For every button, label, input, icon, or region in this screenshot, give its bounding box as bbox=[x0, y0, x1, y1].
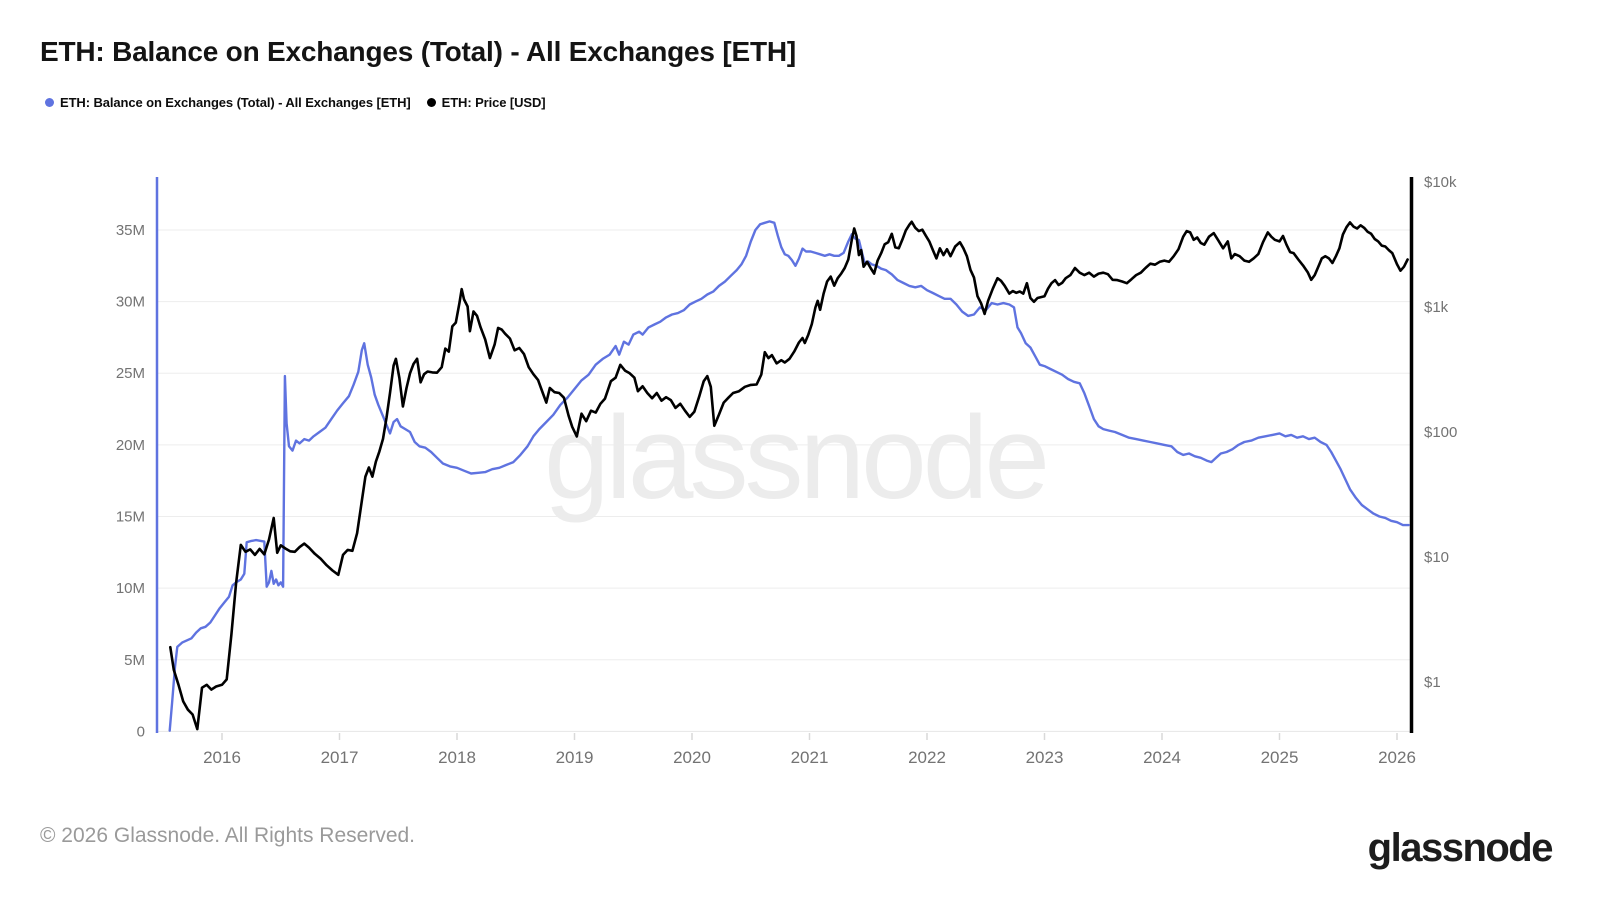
x-axis-label: 2018 bbox=[438, 748, 476, 767]
copyright-text: © 2026 Glassnode. All Rights Reserved. bbox=[40, 824, 416, 847]
x-axis-label: 2026 bbox=[1378, 748, 1416, 767]
right-axis-label: $10 bbox=[1424, 549, 1449, 566]
series-line-balance[interactable] bbox=[168, 220, 1410, 732]
x-axis-label: 2017 bbox=[321, 748, 359, 767]
x-axis-label: 2021 bbox=[791, 748, 829, 767]
glassnode-logo: glassnode bbox=[1367, 826, 1554, 870]
legend-dot-balance-icon bbox=[45, 98, 54, 107]
chart-legend: ETH: Balance on Exchanges (Total) - All … bbox=[45, 95, 546, 110]
legend-label-balance: ETH: Balance on Exchanges (Total) - All … bbox=[60, 95, 411, 110]
x-axis-label: 2020 bbox=[673, 748, 711, 767]
left-axis-label: 20M bbox=[116, 437, 145, 454]
left-axis-label: 15M bbox=[116, 509, 145, 526]
right-axis-label: $10k bbox=[1424, 174, 1457, 191]
left-axis-label: 25M bbox=[116, 365, 145, 382]
legend-item-balance[interactable]: ETH: Balance on Exchanges (Total) - All … bbox=[45, 95, 411, 110]
right-axis-label: $100 bbox=[1424, 424, 1457, 441]
x-axis-label: 2019 bbox=[556, 748, 594, 767]
x-axis-label: 2016 bbox=[203, 748, 241, 767]
page-title: ETH: Balance on Exchanges (Total) - All … bbox=[40, 36, 797, 67]
x-axis-label: 2022 bbox=[908, 748, 946, 767]
legend-item-price[interactable]: ETH: Price [USD] bbox=[426, 95, 546, 110]
watermark-logo: glassnode bbox=[544, 392, 1046, 524]
right-axis-label: $1k bbox=[1424, 299, 1449, 316]
left-axis-label: 5M bbox=[124, 652, 145, 669]
x-axis-label: 2023 bbox=[1026, 748, 1064, 767]
left-axis-label: 0 bbox=[137, 723, 145, 740]
left-axis-label: 35M bbox=[116, 222, 145, 239]
x-axis-label: 2024 bbox=[1143, 748, 1181, 767]
left-axis-label: 30M bbox=[116, 294, 145, 311]
left-axis-label: 10M bbox=[116, 580, 145, 597]
legend-label-price: ETH: Price [USD] bbox=[441, 95, 546, 110]
series-line-price[interactable] bbox=[169, 220, 1409, 731]
x-axis-label: 2025 bbox=[1261, 748, 1299, 767]
legend-dot-price-icon bbox=[426, 98, 436, 107]
right-axis-label: $1 bbox=[1424, 674, 1441, 691]
